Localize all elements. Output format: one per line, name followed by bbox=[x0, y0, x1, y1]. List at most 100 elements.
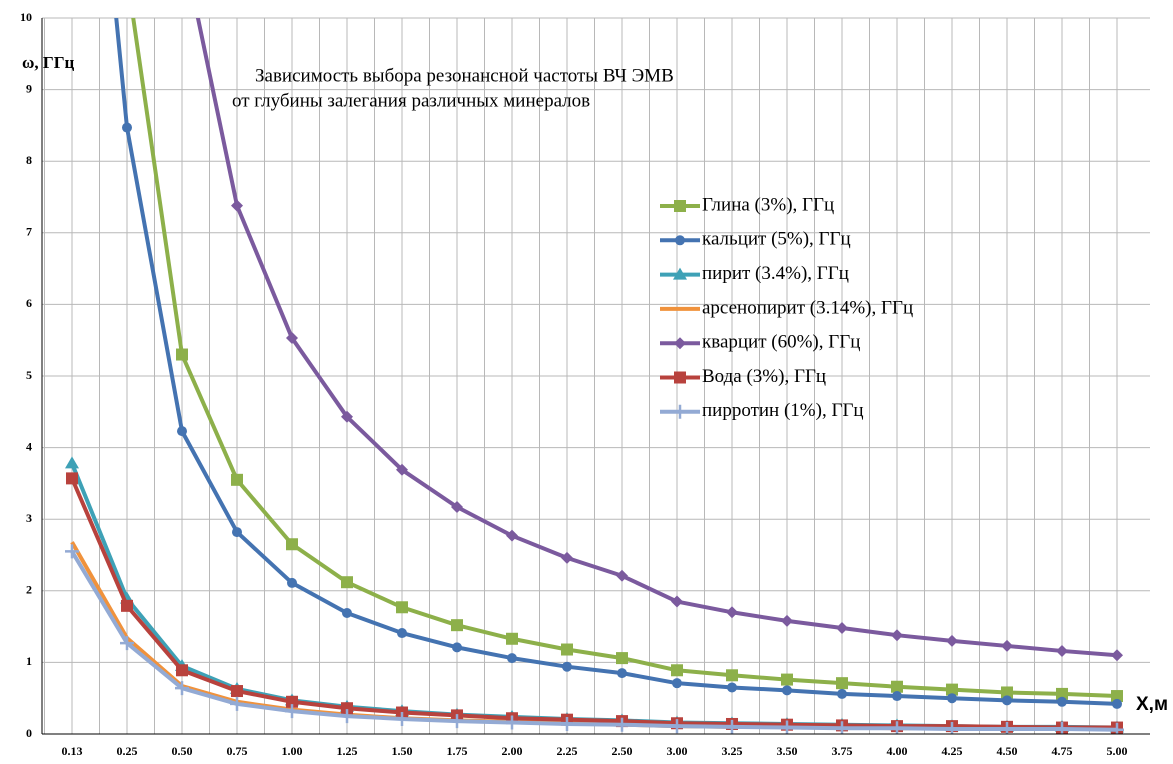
data-point bbox=[397, 628, 407, 639]
data-point bbox=[560, 716, 574, 731]
legend-marker bbox=[674, 371, 686, 384]
data-point bbox=[671, 595, 683, 608]
data-point bbox=[836, 677, 848, 690]
data-point bbox=[562, 661, 572, 672]
legend-marker bbox=[673, 267, 687, 280]
data-point bbox=[450, 714, 464, 729]
x-tick-label: 3.00 bbox=[667, 744, 688, 758]
data-point bbox=[506, 632, 518, 645]
x-tick-label: 4.25 bbox=[942, 744, 963, 758]
data-point bbox=[782, 685, 792, 696]
x-tick-label: 0.75 bbox=[227, 744, 248, 758]
legend-label: арсенопирит (3.14%), ГГц bbox=[702, 297, 913, 318]
data-point bbox=[286, 695, 298, 708]
data-point bbox=[122, 122, 132, 133]
data-point bbox=[615, 717, 629, 732]
data-point bbox=[616, 569, 628, 582]
x-tick-label: 0.50 bbox=[172, 744, 193, 758]
data-point bbox=[946, 683, 958, 696]
y-tick-label: 9 bbox=[26, 81, 32, 95]
data-point bbox=[341, 702, 353, 715]
data-point bbox=[891, 680, 903, 693]
x-tick-label: 2.50 bbox=[612, 744, 633, 758]
data-point bbox=[231, 199, 243, 212]
data-point bbox=[890, 721, 904, 734]
legend-label: Глина (3%), ГГц bbox=[702, 194, 834, 215]
data-point bbox=[1001, 686, 1013, 699]
data-point bbox=[1001, 639, 1013, 652]
x-tick-label: 0.25 bbox=[117, 744, 138, 758]
data-point bbox=[616, 652, 628, 665]
x-tick-label: 0.13 bbox=[62, 744, 83, 758]
data-point bbox=[561, 551, 573, 564]
data-point bbox=[1056, 687, 1068, 700]
data-point bbox=[342, 607, 352, 618]
data-point bbox=[176, 348, 188, 361]
data-point bbox=[946, 634, 958, 647]
x-tick-label: 3.25 bbox=[722, 744, 743, 758]
series-line bbox=[114, 18, 1118, 706]
data-point bbox=[670, 719, 684, 734]
data-point bbox=[121, 599, 133, 612]
x-axis-label: X,м bbox=[1136, 694, 1168, 715]
data-point bbox=[725, 719, 739, 734]
data-point bbox=[396, 463, 408, 476]
y-tick-label: 8 bbox=[26, 153, 32, 167]
x-tick-label: 1.75 bbox=[447, 744, 468, 758]
data-point bbox=[671, 664, 683, 677]
data-point bbox=[1111, 649, 1123, 662]
data-point bbox=[176, 664, 188, 677]
data-point bbox=[231, 473, 243, 486]
data-point bbox=[1110, 722, 1124, 734]
series-line bbox=[70, 477, 1117, 730]
data-point bbox=[506, 529, 518, 542]
y-tick-label: 4 bbox=[26, 439, 32, 453]
x-tick-label: 1.25 bbox=[337, 744, 358, 758]
x-tick-label: 1.00 bbox=[282, 744, 303, 758]
chart-title: от глубины залегания различных минералов bbox=[232, 90, 590, 111]
data-point bbox=[395, 711, 409, 726]
data-point bbox=[287, 577, 297, 588]
data-point bbox=[617, 668, 627, 679]
data-point bbox=[286, 332, 298, 345]
legend-marker bbox=[675, 235, 685, 246]
series-line bbox=[131, 18, 1118, 699]
series-line bbox=[195, 18, 1118, 658]
data-point bbox=[285, 704, 299, 719]
chart-title: Зависимость выбора резонансной частоты В… bbox=[255, 65, 674, 86]
x-tick-label: 1.50 bbox=[392, 744, 413, 758]
data-point bbox=[836, 622, 848, 635]
data-point bbox=[231, 685, 243, 698]
data-point bbox=[837, 688, 847, 699]
legend-label: Вода (3%), ГГц bbox=[702, 366, 826, 387]
data-point bbox=[175, 681, 189, 696]
data-point bbox=[726, 606, 738, 619]
y-axis-label: ω, ГГц bbox=[22, 53, 75, 72]
data-point bbox=[65, 544, 79, 559]
x-tick-label: 4.75 bbox=[1052, 744, 1073, 758]
legend-label: пирротин (1%), ГГц bbox=[702, 400, 864, 421]
data-point bbox=[65, 456, 79, 469]
data-point bbox=[727, 682, 737, 693]
y-tick-label: 3 bbox=[26, 511, 32, 525]
y-tick-label: 0 bbox=[26, 726, 32, 740]
data-point bbox=[1057, 696, 1067, 707]
data-point bbox=[561, 643, 573, 656]
x-tick-label: 4.00 bbox=[887, 744, 908, 758]
legend-marker bbox=[674, 337, 686, 350]
x-tick-label: 4.50 bbox=[997, 744, 1018, 758]
data-point bbox=[120, 636, 134, 651]
data-point bbox=[1002, 695, 1012, 706]
data-point bbox=[341, 576, 353, 589]
data-point bbox=[232, 527, 242, 538]
data-point bbox=[451, 619, 463, 632]
data-point bbox=[780, 720, 794, 734]
y-tick-label: 2 bbox=[26, 583, 32, 597]
data-point bbox=[177, 426, 187, 437]
legend-label: кальцит (5%), ГГц bbox=[702, 229, 851, 250]
data-point bbox=[726, 669, 738, 682]
data-point bbox=[340, 709, 354, 724]
data-point bbox=[286, 538, 298, 551]
